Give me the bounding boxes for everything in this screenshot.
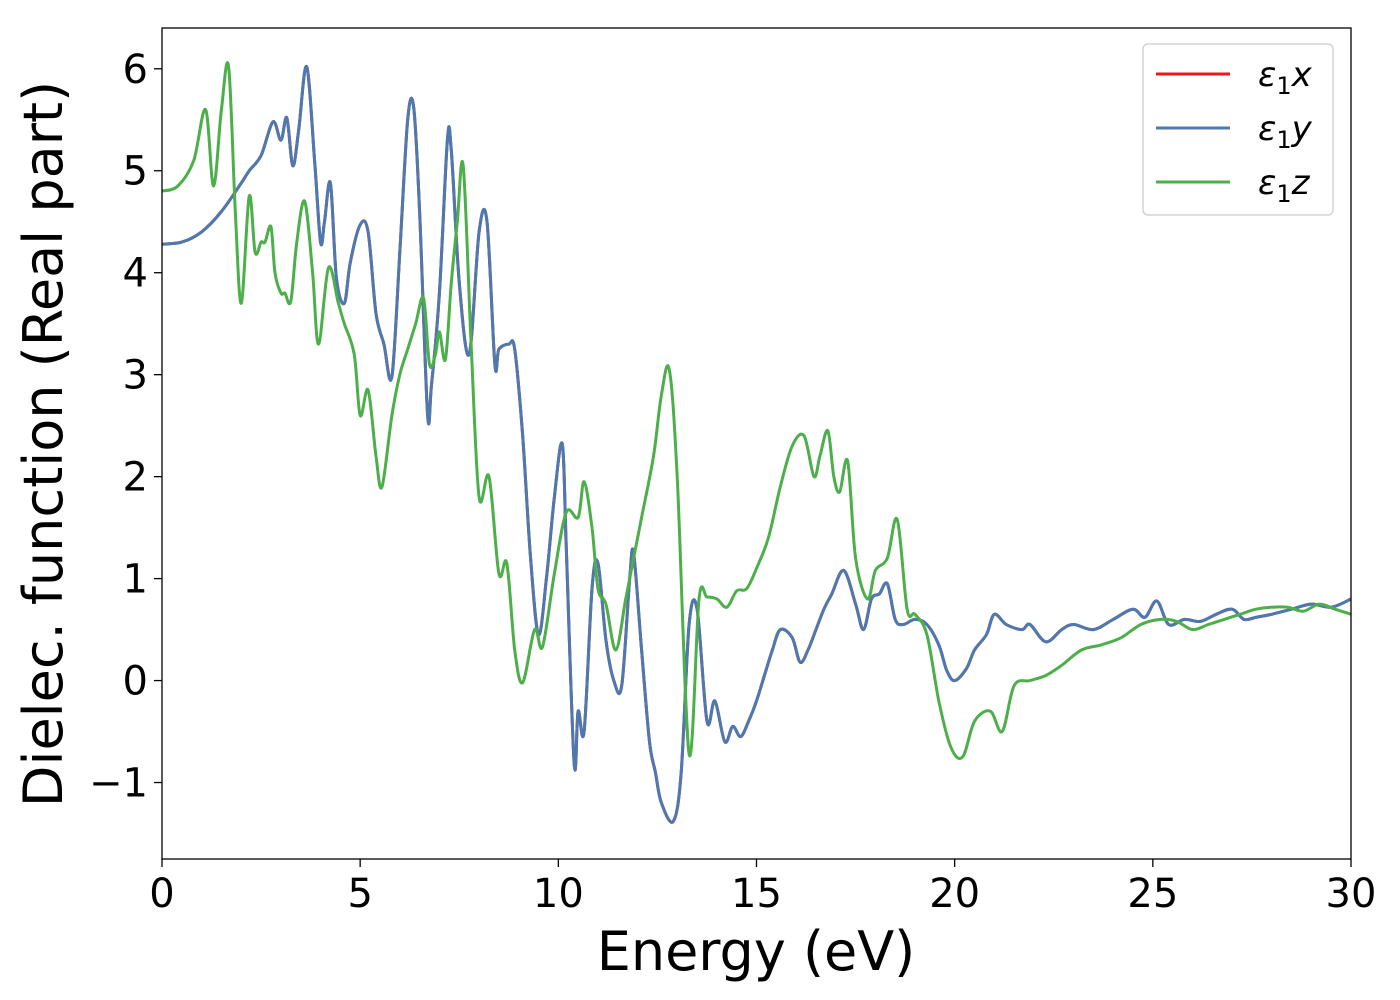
- legend-label-z: ε1z: [1258, 163, 1311, 208]
- legend-box: [1142, 43, 1334, 216]
- y-tick-label: 3: [123, 353, 148, 399]
- y-tick-label: 6: [123, 47, 148, 93]
- y-axis-label: Dielec. function (Real part): [12, 81, 75, 807]
- y-tick-label: 1: [123, 557, 148, 603]
- x-axis: 0 5 10 15 20 25 30: [149, 859, 1376, 917]
- legend-label-x: ε1x: [1258, 55, 1313, 100]
- y-tick-label: 2: [123, 455, 148, 501]
- x-tick-label: 30: [1326, 871, 1377, 917]
- plot-content: [162, 61, 1351, 824]
- x-tick-label: 0: [149, 871, 174, 917]
- x-tick-label: 25: [1127, 871, 1178, 917]
- y-tick-label: 4: [123, 251, 148, 297]
- legend: ε1x ε1y ε1z: [1142, 43, 1334, 216]
- y-tick-label: 0: [123, 659, 148, 705]
- x-tick-label: 15: [731, 871, 782, 917]
- y-tick-label: 5: [123, 149, 148, 195]
- x-tick-label: 20: [929, 871, 980, 917]
- legend-label-y: ε1y: [1258, 109, 1313, 154]
- series-line-z: [162, 61, 1351, 761]
- x-tick-label: 5: [347, 871, 372, 917]
- y-axis: −1 0 1 2 3 4 5 6: [89, 47, 162, 807]
- x-tick-label: 10: [533, 871, 584, 917]
- series-line-y: [162, 65, 1351, 824]
- y-tick-label: −1: [89, 761, 148, 807]
- x-axis-label: Energy (eV): [597, 920, 916, 983]
